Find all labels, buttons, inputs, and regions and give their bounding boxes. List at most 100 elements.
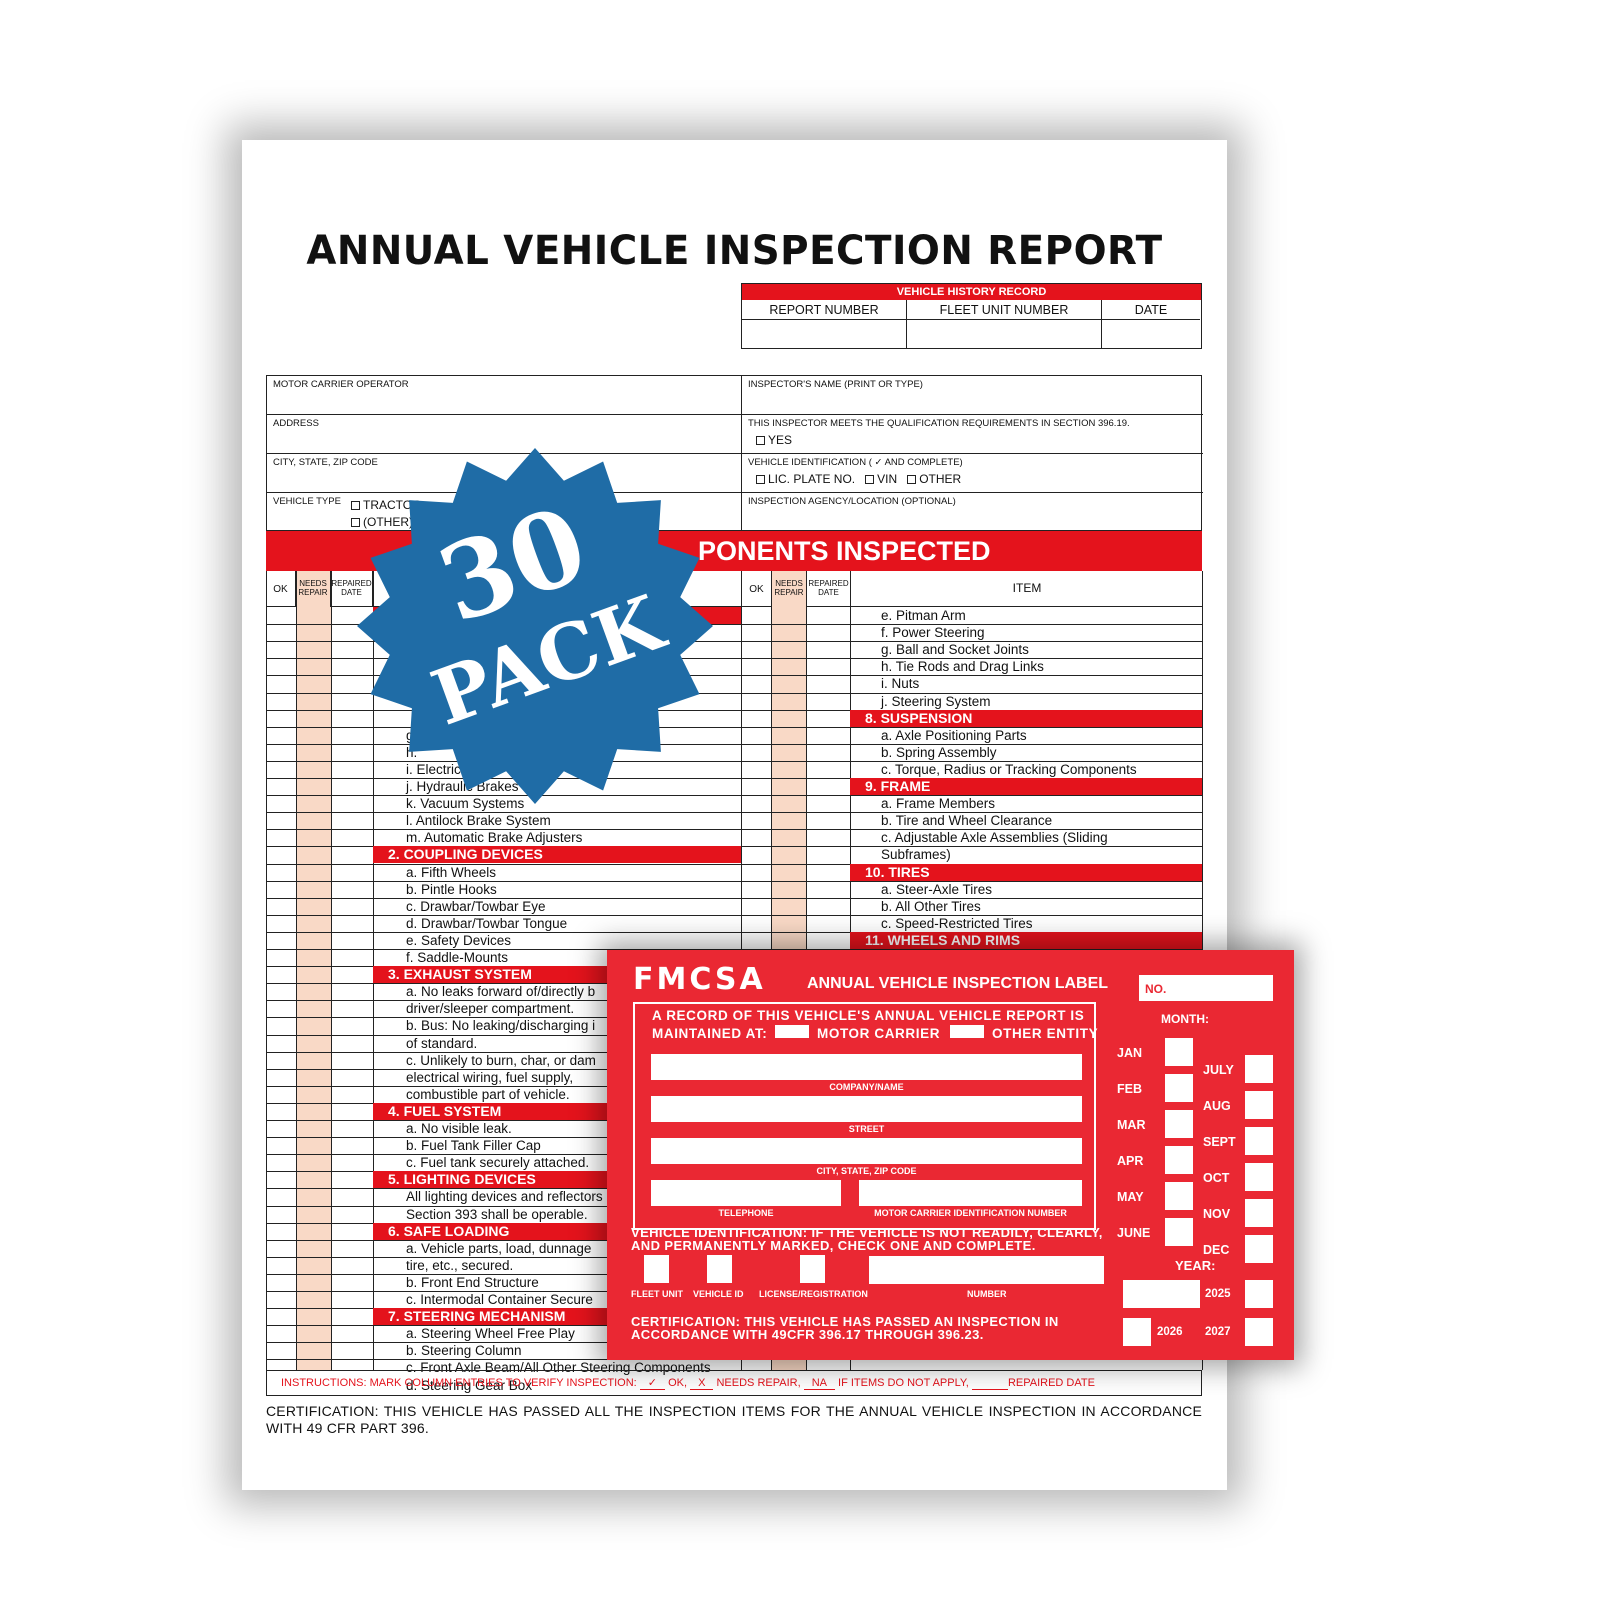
year-2025-label: 2025 — [1205, 1288, 1231, 1300]
lic-plate-checkbox[interactable] — [756, 475, 765, 484]
company-name-field[interactable] — [651, 1054, 1082, 1080]
month-box[interactable] — [1165, 1218, 1193, 1246]
list-item: b. Steering Column — [406, 1343, 522, 1359]
table-row[interactable] — [266, 778, 1202, 779]
x-mark-sample: X — [690, 1377, 714, 1390]
city-state-zip-input[interactable] — [651, 1138, 1082, 1164]
table-row[interactable] — [266, 914, 1202, 916]
table-row[interactable] — [266, 863, 1202, 865]
year-2026-label: 2026 — [1157, 1326, 1183, 1338]
address-field[interactable]: ADDRESS — [267, 415, 742, 454]
inspection-agency-field[interactable]: INSPECTION AGENCY/LOCATION (OPTIONAL) — [742, 493, 1203, 532]
record-location-frame — [633, 1002, 1096, 1230]
list-item: d. Drawbar/Towbar Tongue — [406, 915, 568, 931]
month-label: JUNE — [1117, 1226, 1151, 1240]
table-row[interactable] — [266, 624, 1202, 626]
item-header-right: ITEM — [1012, 581, 1042, 596]
inspection-agency-label: INSPECTION AGENCY/LOCATION (OPTIONAL) — [748, 496, 956, 507]
instructions-line: INSTRUCTIONS: MARK COLUMN ENTRIES TO VER… — [266, 1370, 1202, 1396]
vehicle-id-line-1: VEHICLE IDENTIFICATION: IF THE VEHICLE I… — [631, 1225, 1103, 1240]
table-row[interactable] — [266, 812, 1202, 814]
motor-carrier-field[interactable]: MOTOR CARRIER OPERATOR — [267, 376, 742, 415]
history-header: VEHICLE HISTORY RECORD — [742, 284, 1201, 300]
mcid-field[interactable] — [859, 1180, 1082, 1206]
table-row[interactable] — [266, 675, 1202, 677]
other-type-checkbox[interactable] — [351, 518, 360, 527]
fmcsa-inspection-label: FMCSA ANNUAL VEHICLE INSPECTION LABEL NO… — [607, 950, 1294, 1360]
table-row[interactable] — [266, 692, 1202, 694]
month-box[interactable] — [1165, 1038, 1193, 1066]
month-box[interactable] — [1165, 1146, 1193, 1174]
vin-label: VIN — [877, 472, 898, 486]
vehicle-type-label: VEHICLE TYPE — [273, 496, 341, 507]
table-row[interactable] — [266, 829, 1202, 831]
table-row[interactable] — [266, 949, 1202, 950]
month-box[interactable] — [1165, 1182, 1193, 1210]
table-row[interactable] — [266, 897, 1202, 899]
inspector-name-field[interactable]: INSPECTOR'S NAME (PRINT OR TYPE) — [742, 376, 1203, 415]
qualification-label: THIS INSPECTOR MEETS THE QUALIFICATION R… — [748, 418, 1130, 429]
fleet-unit-number-field[interactable]: FLEET UNIT NUMBER — [907, 300, 1102, 348]
inspector-name-label: INSPECTOR'S NAME (PRINT OR TYPE) — [748, 379, 923, 390]
yes-checkbox[interactable] — [756, 436, 765, 445]
month-box[interactable] — [1165, 1074, 1193, 1102]
table-row[interactable] — [266, 880, 1202, 882]
year-2025-box[interactable] — [1245, 1280, 1273, 1308]
street-field[interactable] — [651, 1096, 1082, 1122]
table-row[interactable] — [266, 726, 1202, 728]
table-row[interactable] — [266, 743, 1202, 745]
date-field[interactable]: DATE — [1102, 300, 1200, 348]
year-2026-box[interactable] — [1123, 1318, 1151, 1346]
month-box[interactable] — [1165, 1110, 1193, 1138]
na-mark-sample: NA — [803, 1377, 835, 1390]
telephone-field[interactable] — [651, 1180, 841, 1206]
year-2027-box[interactable] — [1245, 1318, 1273, 1346]
ok-header-right: OK — [742, 571, 772, 607]
list-item: j. Hydraulic Brakes — [406, 779, 519, 794]
30-pack-badge: 30 PACK — [355, 446, 715, 806]
month-box[interactable] — [1245, 1199, 1273, 1227]
fleet-unit-caption: FLEET UNIT — [631, 1289, 683, 1299]
fleet-unit-checkbox[interactable] — [644, 1255, 669, 1283]
ok-header-left: OK — [266, 571, 296, 607]
right-column-headers: OK NEEDS REPAIR REPAIRED DATE ITEM — [741, 571, 1202, 607]
license-registration-checkbox[interactable] — [800, 1255, 825, 1283]
number-caption: NUMBER — [967, 1289, 1007, 1299]
table-row[interactable] — [266, 658, 1202, 660]
list-item: i. Nuts — [881, 676, 920, 692]
table-row[interactable] — [266, 760, 1202, 762]
list-item: b. Tire and Wheel Clearance — [881, 813, 1053, 829]
month-box[interactable] — [1245, 1127, 1273, 1155]
label-number-field[interactable]: NO. — [1139, 975, 1273, 1001]
ok-text: OK, — [668, 1377, 688, 1389]
vehicle-number-field[interactable] — [869, 1256, 1104, 1284]
needs-repair-column-left — [296, 607, 331, 1370]
table-row[interactable] — [266, 641, 1202, 643]
month-box[interactable] — [1245, 1235, 1273, 1263]
table-row[interactable] — [266, 709, 1202, 711]
street-caption: STREET — [848, 1124, 885, 1134]
tractor-checkbox[interactable] — [351, 501, 360, 510]
month-heading: MONTH: — [1161, 1012, 1209, 1026]
list-item: c. Adjustable Axle Assemblies (Sliding — [881, 830, 1108, 846]
other-entity-checkbox[interactable] — [950, 1025, 984, 1038]
table-row[interactable] — [266, 795, 1202, 797]
month-label: APR — [1117, 1154, 1144, 1168]
year-blank-field[interactable] — [1123, 1280, 1200, 1308]
month-box[interactable] — [1245, 1055, 1273, 1083]
list-item: b. Bus: No leaking/discharging i — [406, 1018, 596, 1034]
other-checkbox[interactable] — [907, 475, 917, 484]
table-row[interactable] — [266, 931, 1202, 933]
address-label: ADDRESS — [273, 418, 319, 429]
motor-carrier-checkbox[interactable] — [775, 1025, 809, 1038]
month-box[interactable] — [1245, 1091, 1273, 1119]
section-header: 9. FRAME — [850, 778, 1202, 795]
label-number-text: NO. — [1145, 982, 1167, 996]
list-item: c. Drawbar/Towbar Eye — [406, 898, 546, 914]
vin-checkbox[interactable] — [865, 475, 875, 484]
report-number-field[interactable]: REPORT NUMBER — [742, 300, 907, 348]
vehicle-id-checkbox[interactable] — [707, 1255, 732, 1283]
month-box[interactable] — [1245, 1163, 1273, 1191]
needs-repair-header-right: NEEDS REPAIR — [772, 571, 807, 607]
fmcsa-brand: FMCSA — [633, 962, 766, 997]
